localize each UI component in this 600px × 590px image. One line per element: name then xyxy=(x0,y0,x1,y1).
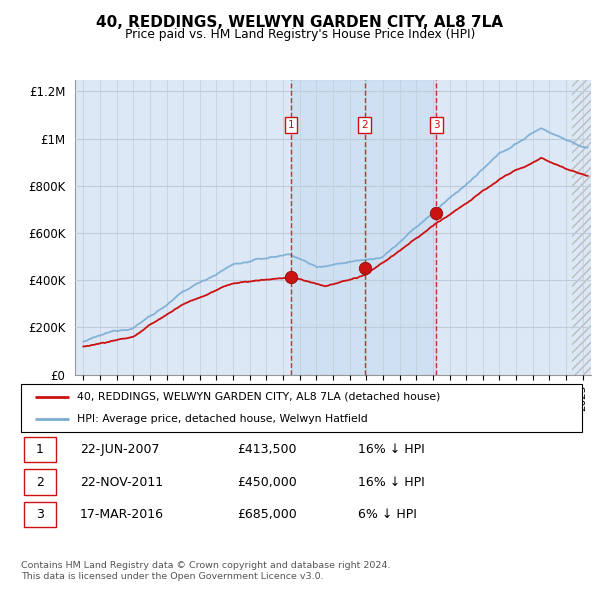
Text: Contains HM Land Registry data © Crown copyright and database right 2024.
This d: Contains HM Land Registry data © Crown c… xyxy=(21,560,391,581)
Text: 22-NOV-2011: 22-NOV-2011 xyxy=(80,476,163,489)
Text: 16% ↓ HPI: 16% ↓ HPI xyxy=(358,476,424,489)
Bar xyxy=(572,80,591,375)
FancyBboxPatch shape xyxy=(21,384,582,432)
Text: £450,000: £450,000 xyxy=(237,476,297,489)
Text: 40, REDDINGS, WELWYN GARDEN CITY, AL8 7LA: 40, REDDINGS, WELWYN GARDEN CITY, AL8 7L… xyxy=(97,15,503,30)
Text: Price paid vs. HM Land Registry's House Price Index (HPI): Price paid vs. HM Land Registry's House … xyxy=(125,28,475,41)
Text: 17-MAR-2016: 17-MAR-2016 xyxy=(80,508,164,521)
Bar xyxy=(291,80,436,375)
Text: 40, REDDINGS, WELWYN GARDEN CITY, AL8 7LA (detached house): 40, REDDINGS, WELWYN GARDEN CITY, AL8 7L… xyxy=(77,392,440,402)
Text: 2: 2 xyxy=(36,476,44,489)
Text: 1: 1 xyxy=(287,120,294,130)
Text: 1: 1 xyxy=(36,443,44,456)
Text: £685,000: £685,000 xyxy=(237,508,297,521)
Text: 16% ↓ HPI: 16% ↓ HPI xyxy=(358,443,424,456)
FancyBboxPatch shape xyxy=(24,502,56,527)
Text: 3: 3 xyxy=(433,120,440,130)
Text: £413,500: £413,500 xyxy=(237,443,296,456)
Bar xyxy=(572,80,591,375)
Text: 6% ↓ HPI: 6% ↓ HPI xyxy=(358,508,416,521)
Text: 22-JUN-2007: 22-JUN-2007 xyxy=(80,443,160,456)
Text: HPI: Average price, detached house, Welwyn Hatfield: HPI: Average price, detached house, Welw… xyxy=(77,414,368,424)
Text: 3: 3 xyxy=(36,508,44,521)
Bar xyxy=(572,80,591,375)
FancyBboxPatch shape xyxy=(24,437,56,463)
Text: 2: 2 xyxy=(361,120,368,130)
FancyBboxPatch shape xyxy=(24,469,56,495)
